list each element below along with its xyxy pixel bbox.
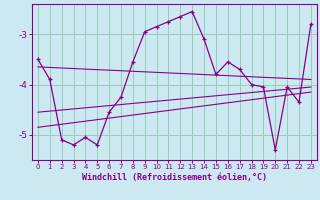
X-axis label: Windchill (Refroidissement éolien,°C): Windchill (Refroidissement éolien,°C) (82, 173, 267, 182)
